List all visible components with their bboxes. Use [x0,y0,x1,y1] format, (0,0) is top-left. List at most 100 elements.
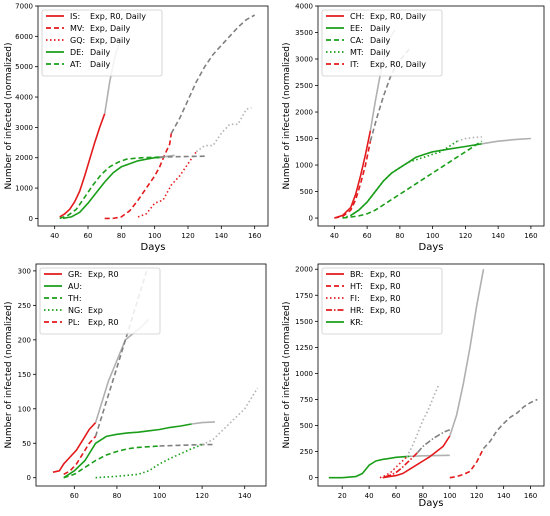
legend-label: Exp, R0 [370,270,401,279]
y-tick-label: 1750 [295,292,313,300]
y-tick-label: 500 [300,422,313,430]
legend-code: EE: [350,24,363,33]
y-tick-label: 0 [27,474,31,482]
x-axis-label: Days [419,242,444,253]
x-tick-label: 40 [50,232,59,240]
series-line-0-3 [170,14,256,134]
x-tick-label: 80 [117,232,126,240]
x-tick-label: 20 [338,492,347,500]
legend-label: Exp, R0 [370,306,401,315]
legend-box-0 [41,9,163,77]
axes-frame-3 [317,263,545,487]
series-line-2-7 [159,443,215,447]
series-line-0-6 [62,156,160,220]
y-tick-label: 250 [300,448,313,456]
series-line-1-8 [456,136,482,142]
y-tick-label: 100 [18,405,31,413]
series-line-2-4 [63,423,192,479]
y-axis-label: Number of infected (normalized) [4,301,14,448]
y-tick-label: 200 [18,336,31,344]
y-tick-label: 750 [300,396,313,404]
legend-label: Exp [88,306,103,315]
y-axis-label: Number of infected (normalized) [4,42,14,189]
axes-frame-0 [37,5,269,227]
y-tick-label: 300 [18,267,31,275]
subplot-1 [315,5,545,229]
legend-label: Daily [370,36,391,45]
y-tick-label: 3000 [295,56,313,64]
legend-label: Daily [370,24,391,33]
x-tick-label: 60 [70,492,79,500]
y-tick-label: 2000 [295,266,313,274]
legend-code: GR: [68,270,82,279]
x-tick-label: 100 [153,492,166,500]
subplot-2 [33,263,267,489]
y-tick-label: 250 [18,302,31,310]
series-line-2-8 [95,443,203,479]
y-axis-label: Number of infected (normalized) [282,301,292,448]
y-tick-label: 3000 [15,124,33,132]
series-line-2-2 [63,435,97,476]
y-tick-label: 7000 [15,3,33,11]
series-line-3-1 [409,454,450,458]
x-tick-label: 140 [215,232,228,240]
legend-code: HT: [350,282,363,291]
x-tick-label: 100 [443,492,456,500]
legend-code: DE: [70,48,84,57]
legend-label: Exp, R0, Daily [90,12,146,21]
y-tick-label: 1000 [15,185,33,193]
series-line-2-9 [201,387,259,446]
y-tick-label: 5000 [15,63,33,71]
x-tick-label: 120 [459,232,472,240]
legend-label: Exp, R0 [370,282,401,291]
x-tick-label: 40 [330,232,339,240]
y-tick-label: 3500 [295,29,313,37]
y-tick-label: 2000 [15,154,33,162]
x-tick-label: 100 [148,232,161,240]
legend-label: Exp, R0 [88,318,119,327]
legend-code: IT: [350,60,359,69]
legend-code: CA: [350,36,364,45]
x-tick-label: 120 [181,232,194,240]
legend-code: GQ: [70,36,85,45]
y-tick-label: 1500 [295,318,313,326]
series-line-3-8 [385,452,419,478]
series-line-0-2 [104,133,173,220]
series-line-0-4 [137,151,197,218]
subplot-3 [315,263,545,489]
legend-code: CH: [350,12,364,21]
x-tick-label: 80 [112,492,121,500]
legend-code: FI: [350,294,360,303]
series-line-3-0 [328,455,410,479]
y-tick-label: 0 [29,215,33,223]
legend-code: IS: [70,12,80,21]
series-line-1-5 [481,137,531,145]
x-tick-label: 60 [84,232,93,240]
y-tick-label: 2500 [295,82,313,90]
legend-code: AU: [68,282,82,291]
legend-label: Exp, R0 [88,270,119,279]
y-tick-label: 500 [300,188,313,196]
x-tick-label: 100 [426,232,439,240]
y-tick-label: 4000 [295,3,313,11]
series-line-2-1 [94,318,150,423]
series-line-2-6 [63,445,160,479]
legend-label: Exp, Daily [90,24,130,33]
series-line-0-9 [159,155,205,158]
legend-label: Daily [90,60,111,69]
legend-label: Exp, R0, Daily [370,12,426,21]
y-tick-label: 1000 [295,162,313,170]
x-tick-label: 40 [365,492,374,500]
series-line-3-4 [449,448,485,479]
y-tick-label: 2000 [295,109,313,117]
legend-code: HR: [350,306,364,315]
legend-box-3 [321,267,443,335]
y-axis-label: Number of infected (normalized) [282,42,292,189]
y-tick-label: 6000 [15,33,33,41]
x-axis-label: Days [419,498,444,509]
y-tick-label: 1000 [295,370,313,378]
legend-code: MV: [70,24,84,33]
x-tick-label: 120 [470,492,483,500]
